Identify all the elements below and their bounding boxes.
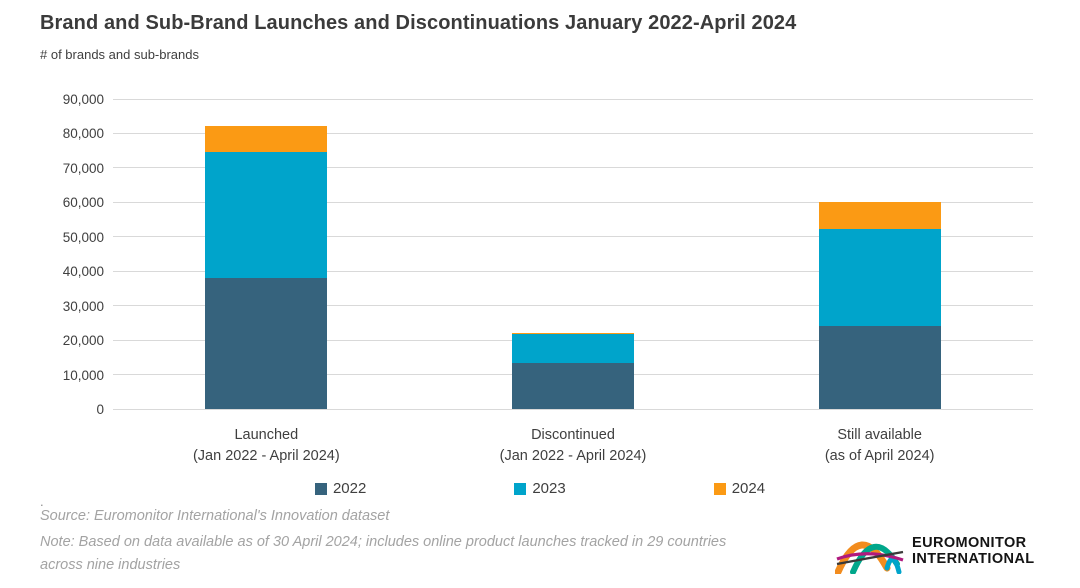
chart-legend: 2022 2023 2024 bbox=[0, 480, 1080, 497]
legend-label: 2023 bbox=[532, 480, 566, 497]
bar-segment-2022 bbox=[205, 278, 328, 409]
footer-dot: . bbox=[40, 494, 44, 509]
bar-segment-2023 bbox=[205, 152, 328, 279]
category-label: Discontinued (Jan 2022 - April 2024) bbox=[423, 425, 723, 467]
bar-segment-2024 bbox=[512, 332, 634, 334]
legend-item-2022: 2022 bbox=[314, 480, 367, 497]
euromonitor-wordmark: EUROMONITOR INTERNATIONAL bbox=[912, 535, 1035, 567]
bar-segment-2022 bbox=[512, 362, 634, 409]
gridline bbox=[113, 98, 1033, 100]
logo-line-1: EUROMONITOR bbox=[912, 535, 1027, 551]
gridline bbox=[113, 132, 1033, 134]
y-axis-tick-label: 30,000 bbox=[62, 298, 104, 314]
gridline bbox=[113, 201, 1033, 203]
legend-swatch-icon bbox=[514, 482, 527, 495]
category-label-line1: Discontinued bbox=[531, 427, 615, 443]
y-axis-tick-label: 20,000 bbox=[62, 333, 104, 349]
y-axis-tick-label: 70,000 bbox=[62, 160, 104, 176]
bar-segment-2023 bbox=[512, 333, 634, 363]
y-axis-tick-label: 10,000 bbox=[62, 367, 104, 383]
legend-swatch-icon bbox=[314, 482, 327, 495]
category-label: Launched (Jan 2022 - April 2024) bbox=[116, 425, 416, 467]
bar-segment-2024 bbox=[205, 125, 328, 153]
legend-item-2024: 2024 bbox=[713, 480, 766, 497]
category-label: Still available (as of April 2024) bbox=[730, 425, 1030, 467]
euromonitor-logo: EUROMONITOR INTERNATIONAL bbox=[835, 528, 1035, 574]
gridline bbox=[113, 236, 1033, 238]
y-axis-tick-label: 60,000 bbox=[62, 195, 104, 211]
category-label-line2: (Jan 2022 - April 2024) bbox=[192, 448, 340, 464]
y-axis-tick-label: 0 bbox=[96, 402, 104, 417]
gridline bbox=[113, 270, 1033, 272]
euromonitor-arcs-icon bbox=[835, 541, 904, 574]
legend-label: 2022 bbox=[332, 480, 367, 497]
category-label-line1: Launched bbox=[234, 427, 299, 443]
legend-swatch-icon bbox=[713, 482, 726, 495]
category-label-line2: (Jan 2022 - April 2024) bbox=[499, 448, 647, 464]
gridline bbox=[113, 167, 1033, 169]
note-text: Note: Based on data available as of 30 A… bbox=[40, 534, 727, 573]
gridline bbox=[113, 408, 1033, 410]
bar-segment-2023 bbox=[818, 228, 941, 327]
gridline bbox=[113, 305, 1033, 307]
legend-item-2023: 2023 bbox=[514, 480, 566, 497]
bar-segment-2024 bbox=[818, 202, 941, 229]
source-text: Source: Euromonitor International's Inno… bbox=[40, 508, 390, 524]
y-axis-tick-label: 40,000 bbox=[62, 264, 104, 280]
bar-segment-2022 bbox=[818, 326, 941, 409]
legend-label: 2024 bbox=[731, 480, 766, 497]
logo-line-2: INTERNATIONAL bbox=[912, 551, 1035, 567]
y-axis-tick-label: 90,000 bbox=[62, 92, 104, 107]
category-label-line1: Still available bbox=[837, 427, 922, 443]
category-label-line2: (as of April 2024) bbox=[824, 448, 935, 464]
plot-area: 0 10,000 20,000 30,000 40,000 50,000 60,000 70,… bbox=[63, 92, 1033, 464]
page-title: Brand and Sub-Brand Launches and Discont… bbox=[40, 12, 797, 34]
y-axis-tick-label: 50,000 bbox=[62, 229, 104, 245]
y-axis-tick-label: 80,000 bbox=[62, 126, 104, 142]
chart-subtitle: # of brands and sub-brands bbox=[40, 47, 199, 62]
